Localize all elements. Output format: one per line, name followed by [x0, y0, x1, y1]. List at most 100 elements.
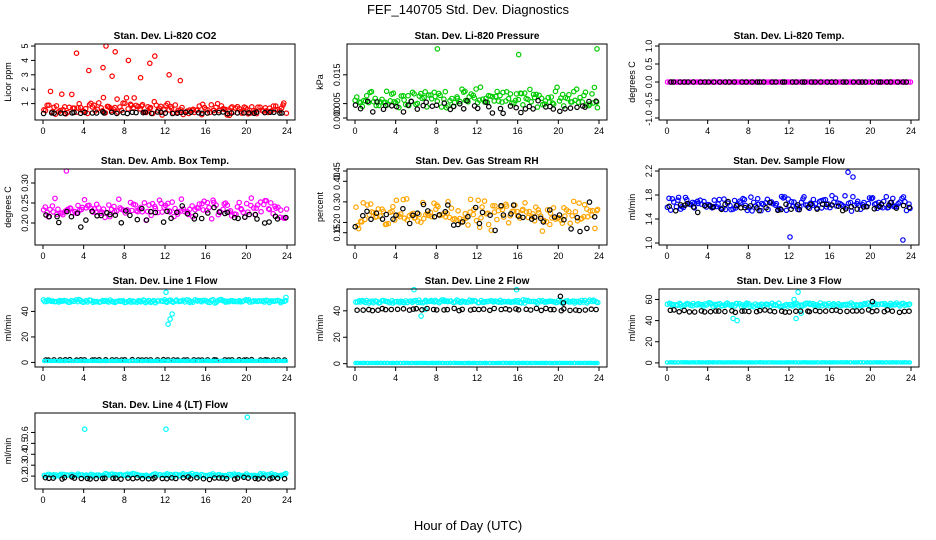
x-tick-label: 20	[553, 126, 563, 136]
std-dev-point	[594, 46, 600, 52]
mean-point	[164, 208, 170, 215]
mean-point	[433, 102, 440, 109]
std-dev-point	[112, 48, 119, 55]
mean-point	[763, 205, 769, 211]
mean-point	[513, 104, 520, 111]
std-dev-point	[492, 203, 498, 209]
data-points	[664, 79, 914, 85]
std-dev-point	[471, 95, 478, 101]
mean-point	[354, 307, 360, 314]
mean-point	[390, 216, 396, 222]
mean-point	[543, 305, 549, 312]
mean-point	[68, 213, 75, 220]
mean-point	[429, 103, 436, 110]
std-dev-point	[741, 196, 748, 203]
std-dev-point	[50, 209, 56, 215]
std-dev-point	[250, 205, 257, 211]
mean-point	[480, 306, 487, 312]
x-tick-label: 24	[906, 373, 916, 383]
std-dev-point	[123, 95, 130, 101]
mean-point	[419, 306, 425, 313]
mean-point	[491, 305, 498, 312]
std-dev-point	[393, 197, 400, 204]
mean-point	[667, 307, 674, 314]
std-dev-point	[500, 89, 506, 96]
mean-point	[447, 106, 454, 113]
mean-point	[261, 109, 268, 116]
mean-point	[148, 110, 155, 117]
std-dev-point	[544, 207, 551, 213]
mean-point	[690, 204, 697, 210]
std-dev-point	[167, 209, 173, 215]
mean-point	[781, 79, 788, 85]
std-dev-point	[479, 204, 485, 210]
std-dev-point	[576, 200, 582, 206]
mean-point	[152, 209, 159, 216]
std-dev-point	[513, 286, 520, 293]
panel-line1: Stan. Dev. Line 1 Flow ml/min 0 4 8 12 16 20 24 0…	[3, 276, 296, 383]
mean-point	[701, 79, 708, 85]
x-tick-label: 8	[434, 373, 439, 383]
mean-point	[199, 110, 205, 117]
floor-point	[712, 360, 717, 365]
mean-point	[379, 305, 386, 312]
mean-point	[523, 306, 530, 313]
floor-point	[229, 358, 234, 364]
mean-point	[486, 307, 493, 314]
floor-point	[843, 360, 849, 365]
std-dev-point	[581, 201, 588, 208]
mean-point	[216, 209, 223, 215]
floor-point	[97, 358, 103, 364]
std-dev-point	[505, 95, 512, 102]
mean-point	[283, 214, 289, 221]
std-dev-point	[721, 196, 727, 202]
x-tick-label: 12	[160, 373, 170, 383]
mean-point	[710, 79, 717, 85]
x-tick-label: 0	[664, 126, 669, 136]
std-dev-point	[363, 92, 370, 99]
x-tick-label: 4	[705, 373, 710, 383]
y-tick-label: 20	[20, 332, 30, 342]
mean-point	[388, 306, 395, 313]
floor-point	[468, 360, 473, 366]
std-dev-point	[594, 299, 601, 306]
std-dev-point	[73, 50, 80, 57]
x-tick-label: 20	[553, 373, 563, 383]
mean-point	[84, 475, 91, 482]
mean-point	[450, 103, 457, 110]
mean-point	[54, 213, 60, 220]
floor-point	[187, 358, 192, 363]
mean-point	[436, 212, 443, 218]
mean-point	[87, 476, 93, 482]
x-tick-label: 0	[664, 373, 669, 383]
x-tick-label: 4	[81, 251, 86, 261]
x-tick-label: 0	[352, 251, 357, 261]
std-dev-point	[700, 79, 706, 85]
x-tick-label: 16	[825, 373, 835, 383]
std-dev-point	[748, 194, 754, 200]
std-dev-point	[594, 206, 601, 213]
mean-point	[710, 204, 717, 211]
mean-point	[582, 307, 589, 313]
mean-point	[93, 475, 100, 482]
std-dev-point	[497, 92, 503, 99]
y-tick-label: 0.20	[332, 214, 342, 232]
x-tick-label: 24	[594, 251, 604, 261]
mean-point	[430, 306, 437, 313]
y-tick-label: 0.005	[332, 92, 342, 115]
mean-point	[188, 109, 194, 116]
mean-point	[567, 105, 574, 111]
floor-point	[179, 358, 184, 364]
std-dev-point	[46, 102, 52, 109]
std-dev-point	[283, 294, 289, 301]
std-dev-point	[152, 53, 158, 59]
mean-point	[862, 79, 869, 85]
mean-point	[364, 98, 371, 105]
std-dev-point	[675, 194, 682, 201]
mean-point	[896, 309, 903, 316]
std-dev-point	[255, 104, 261, 111]
std-dev-point	[147, 104, 154, 111]
std-dev-point	[589, 91, 595, 97]
std-dev-point	[66, 104, 73, 111]
mean-point	[859, 79, 866, 85]
